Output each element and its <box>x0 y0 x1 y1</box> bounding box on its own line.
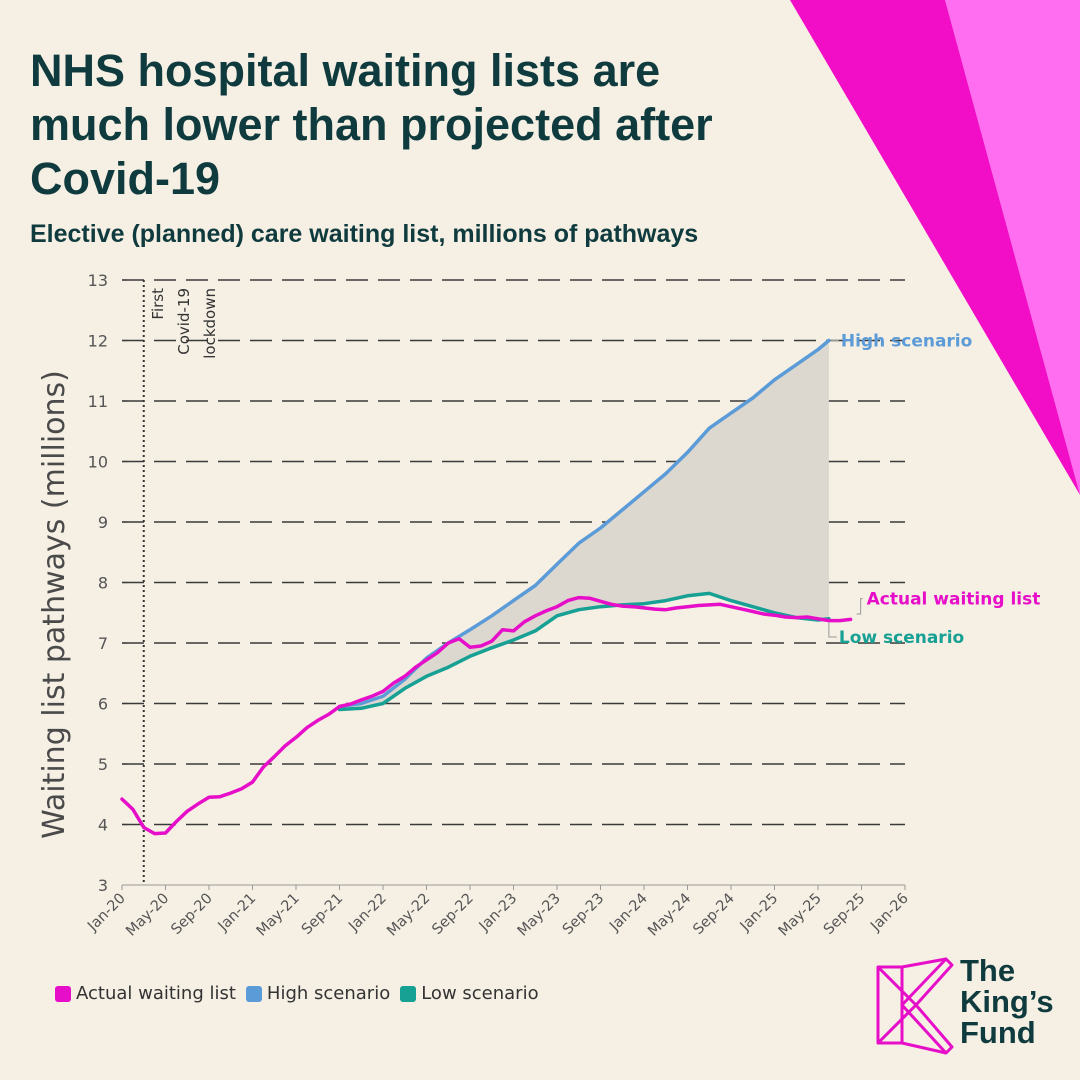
legend-item-actual[interactable]: Actual waiting list <box>55 983 236 1004</box>
legend-swatch-low <box>400 985 417 1002</box>
actual-waiting-list-label: Actual waiting list <box>867 590 1041 610</box>
legend-swatch-actual <box>55 985 71 1002</box>
x-tick-label: Sep-22 <box>429 891 476 938</box>
legend-label-high: High scenario <box>266 983 391 1004</box>
x-tick-label: Sep-25 <box>821 891 868 938</box>
y-tick-label: 4 <box>98 816 108 835</box>
low-scenario-label: Low scenario <box>839 628 964 648</box>
x-tick-label: Sep-23 <box>560 891 607 938</box>
logo-line-2: King’s <box>960 984 1054 1019</box>
legend-label-low: Low scenario <box>421 983 539 1004</box>
x-tick-label: May-24 <box>645 891 694 940</box>
y-tick-label: 6 <box>98 695 108 714</box>
x-tick-label: Jan-26 <box>867 891 912 936</box>
x-tick-label: May-22 <box>384 891 433 940</box>
y-axis-title: Waiting list pathways (millions) <box>37 370 72 839</box>
lockdown-annotation-layer: First Covid-19 lockdown <box>142 280 219 885</box>
y-tick-label: 10 <box>88 453 108 472</box>
series-label-layer: High scenario Actual waiting list Low scen… <box>828 332 1041 648</box>
x-tick-label: May-21 <box>254 891 303 940</box>
y-tick-label: 3 <box>98 876 108 895</box>
y-tick-label: 9 <box>98 513 108 532</box>
x-tick-label: May-23 <box>515 891 564 940</box>
decor-dark-triangle <box>790 0 1080 495</box>
legend-label-actual: Actual waiting list <box>76 983 236 1004</box>
series-line-low <box>337 591 831 712</box>
x-tick-label: May-20 <box>123 891 172 940</box>
lockdown-annotation-line: First <box>149 288 167 320</box>
series-line-actual <box>120 595 853 836</box>
x-tick-label: Sep-20 <box>168 891 215 938</box>
y-tick-label: 5 <box>98 755 108 774</box>
waiting-list-chart: First Covid-19 lockdown 3 4 5 6 7 8 9 10 11 12 13 Jan… <box>37 271 1041 940</box>
legend-item-high[interactable]: High scenario <box>245 983 391 1004</box>
legend-item-low[interactable]: Low scenario <box>400 983 539 1004</box>
y-tick-label: 8 <box>98 574 108 593</box>
lockdown-annotation-line: lockdown <box>201 288 219 359</box>
y-tick-label: 12 <box>88 332 108 351</box>
low-label-leader <box>828 622 837 638</box>
kings-fund-logo[interactable]: The King’s Fund <box>872 955 1062 1055</box>
x-tick-label: Sep-21 <box>299 891 346 938</box>
logo-line-3: Fund <box>960 1015 1036 1050</box>
x-tick-label: May-25 <box>776 891 825 940</box>
series-line-layer <box>120 338 853 836</box>
x-tick-label: Sep-24 <box>690 891 737 938</box>
y-tick-label: 13 <box>88 271 108 290</box>
y-tick-label: 7 <box>98 634 108 653</box>
page-title: NHS hospital waiting lists are much lowe… <box>30 45 713 204</box>
legend-swatch-high <box>245 985 262 1002</box>
logo-line-1: The <box>960 953 1016 988</box>
chart-subtitle: Elective (planned) care waiting list, mi… <box>30 220 699 248</box>
actual-label-leader <box>856 598 863 615</box>
y-tick-label: 11 <box>88 392 108 411</box>
kings-fund-wordmark: The King’s Fund <box>960 955 1054 1048</box>
lockdown-annotation-line: Covid-19 <box>175 288 193 355</box>
chart-legend: Actual waiting list High scenario Low sc… <box>55 983 539 1004</box>
high-scenario-label: High scenario <box>841 332 972 352</box>
kings-fund-k-mark-icon <box>876 957 954 1055</box>
